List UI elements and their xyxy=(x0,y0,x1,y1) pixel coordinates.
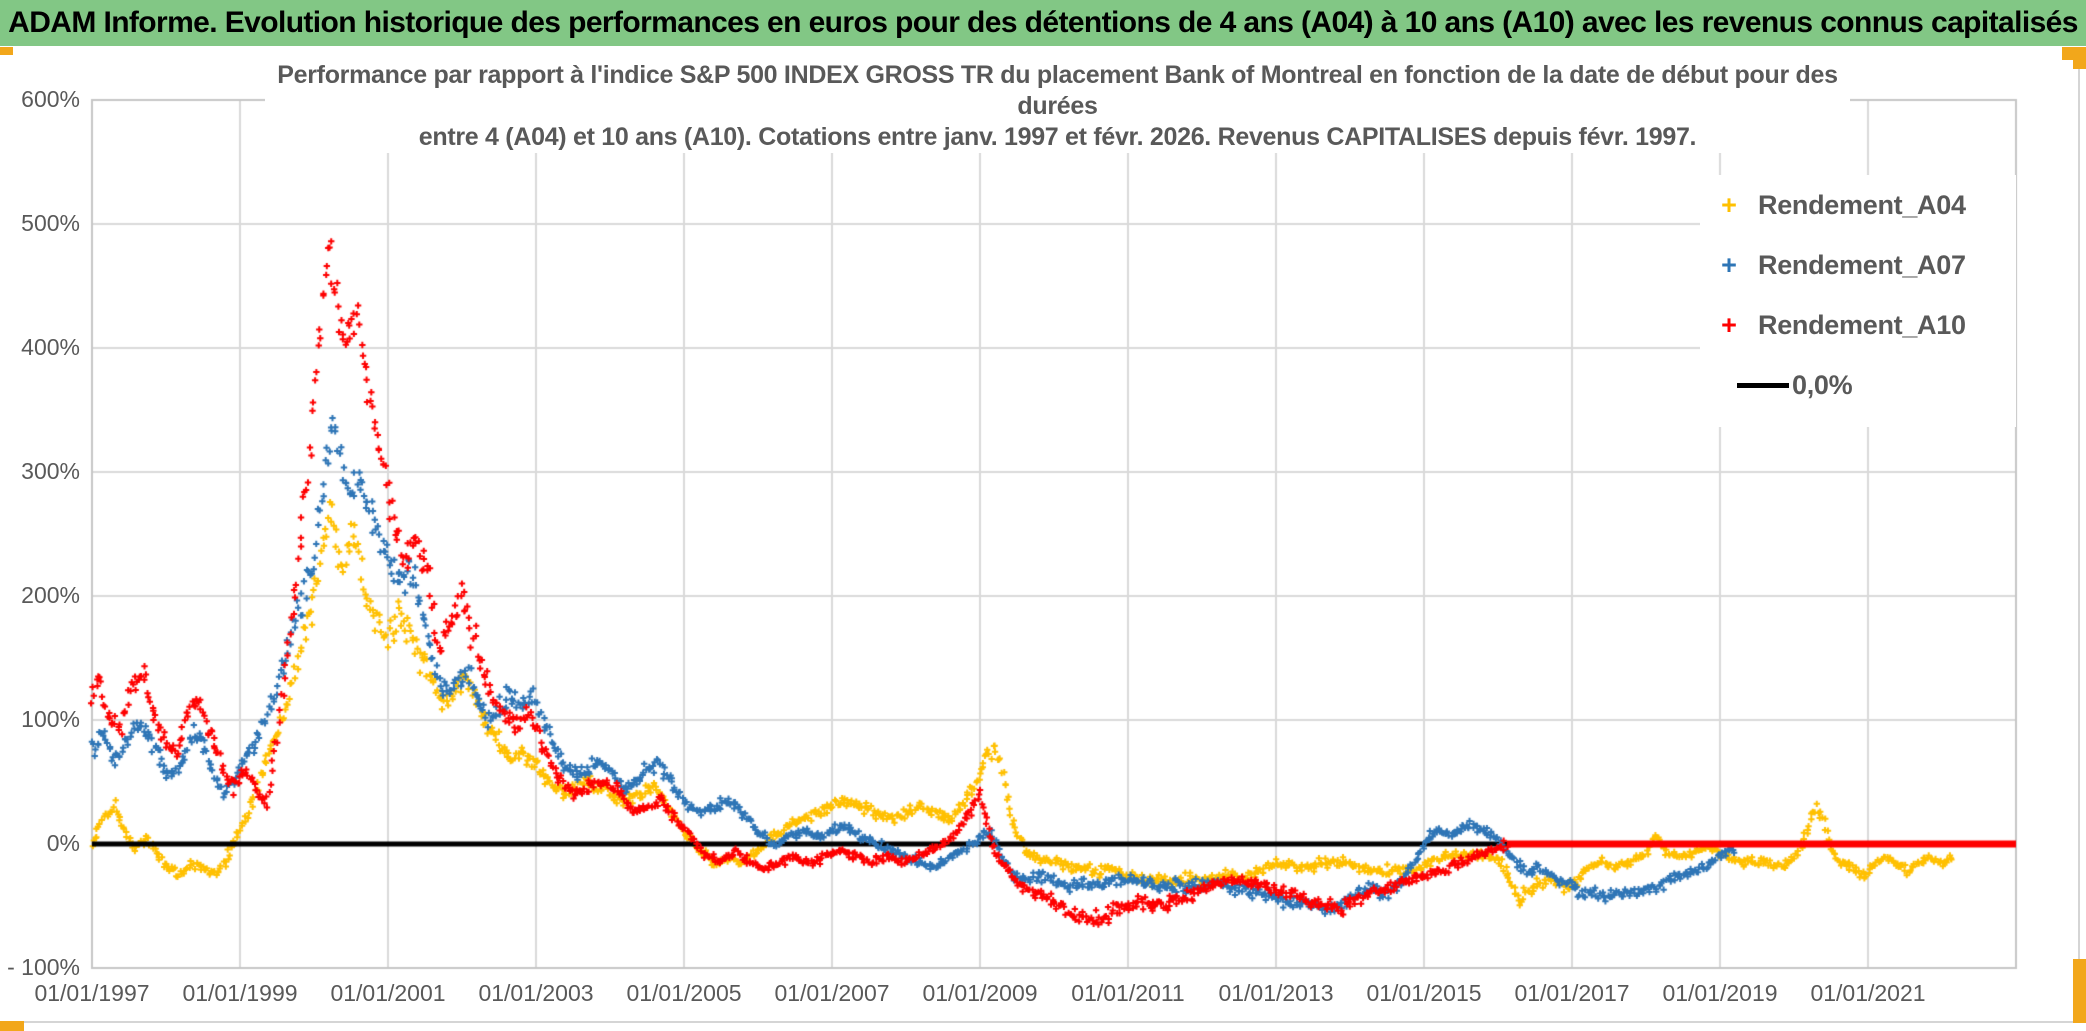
legend-item-zero-line[interactable]: 0,0% xyxy=(1700,355,2016,415)
plus-marker-icon: + xyxy=(1721,250,1737,280)
x-tick-label: 01/01/2009 xyxy=(922,980,1038,1006)
y-tick-label: 100% xyxy=(21,706,80,732)
y-tick-label: - 100% xyxy=(7,954,80,980)
gold-accent-top-right-corner xyxy=(2073,47,2086,69)
x-tick-label: 01/01/2017 xyxy=(1514,980,1630,1006)
chart-legend[interactable]: + Rendement_A04 + Rendement_A07 + Rendem… xyxy=(1700,175,2016,427)
x-tick-label: 01/01/2011 xyxy=(1071,980,1185,1006)
x-tick-label: 01/01/1997 xyxy=(34,980,150,1006)
legend-label: Rendement_A07 xyxy=(1758,249,1966,280)
gold-accent-bottom-left xyxy=(0,1021,24,1031)
x-tick-label: 01/01/2005 xyxy=(626,980,742,1006)
x-tick-label: 01/01/2019 xyxy=(1662,980,1778,1006)
x-tick-label: 01/01/2007 xyxy=(774,980,890,1006)
plus-marker-icon: + xyxy=(1721,310,1737,340)
gold-accent-top-left xyxy=(0,47,13,55)
black-line-sample-icon xyxy=(1737,382,1789,388)
x-tick-label: 01/01/2003 xyxy=(478,980,594,1006)
legend-item-rendement-a10[interactable]: + Rendement_A10 xyxy=(1700,295,2016,355)
y-tick-label: 600% xyxy=(21,86,80,112)
x-tick-label: 01/01/2015 xyxy=(1366,980,1482,1006)
x-tick-label: 01/01/2013 xyxy=(1218,980,1334,1006)
x-tick-label: 01/01/1999 xyxy=(182,980,298,1006)
legend-label: Rendement_A04 xyxy=(1758,189,1966,220)
chart-title-line-2: entre 4 (A04) et 10 ans (A10). Cotations… xyxy=(418,123,1697,151)
y-tick-label: 300% xyxy=(21,458,80,484)
y-tick-label: 0% xyxy=(46,830,80,856)
y-tick-label: 500% xyxy=(21,210,80,236)
chart-title-line-1: Performance par rapport à l'indice S&P 5… xyxy=(277,61,1838,120)
header-bar: ADAM Informe. Evolution historique des p… xyxy=(0,0,2086,46)
legend-label: Rendement_A10 xyxy=(1758,309,1966,340)
chart-frame-right-border xyxy=(2078,56,2080,1022)
page-title: ADAM Informe. Evolution historique des p… xyxy=(8,6,2078,39)
legend-item-rendement-a07[interactable]: + Rendement_A07 xyxy=(1700,235,2016,295)
y-tick-label: 400% xyxy=(21,334,80,360)
x-tick-label: 01/01/2021 xyxy=(1810,980,1926,1006)
legend-label: 0,0% xyxy=(1792,369,1853,400)
y-tick-label: 200% xyxy=(21,582,80,608)
chart-title-box[interactable]: Performance par rapport à l'indice S&P 5… xyxy=(265,56,1850,153)
x-tick-label: 01/01/2001 xyxy=(330,980,446,1006)
legend-item-rendement-a04[interactable]: + Rendement_A04 xyxy=(1700,175,2016,235)
gold-accent-right-strip xyxy=(2073,959,2086,1023)
page-bottom-border xyxy=(0,1021,2086,1023)
plus-marker-icon: + xyxy=(1721,190,1737,220)
